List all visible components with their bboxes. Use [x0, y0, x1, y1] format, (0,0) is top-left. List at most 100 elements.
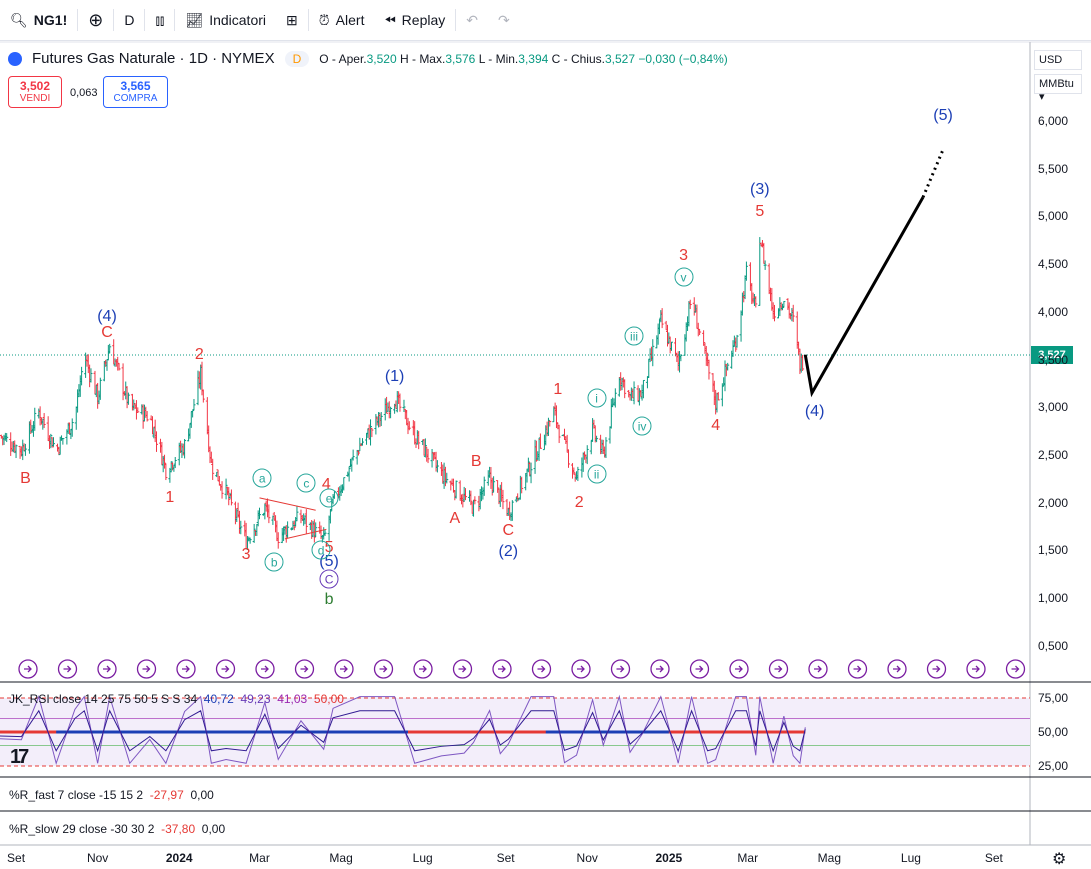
y-tick-label: 2,500 [1038, 447, 1069, 462]
event-arrow-icon [577, 665, 585, 673]
minor-wave-label: iii [624, 326, 644, 346]
rsi-line [0, 694, 806, 765]
rslow-legend: %R_slow 29 close -30 30 2 -37,80 0,00 [9, 822, 226, 836]
event-arrow-icon [735, 665, 743, 673]
delayed-badge[interactable]: D [284, 50, 310, 67]
rsi-band [0, 698, 1030, 766]
x-tick-label: Mag [329, 851, 353, 865]
alert-button[interactable]: ⏰︎ Alert [309, 0, 375, 40]
event-marker-icon [452, 659, 473, 679]
wave-label: A [449, 509, 461, 527]
bar-style-button[interactable]: ⫾⫾ [145, 0, 174, 40]
chart-title[interactable]: Futures Gas Naturale · 1D · NYMEX [32, 50, 275, 67]
replay-button[interactable]: ⏪︎ Replay [374, 0, 455, 40]
bar-style-icon: ⫾⫾ [155, 11, 165, 28]
minor-wave-label: b [264, 552, 284, 572]
event-arrow-icon [774, 665, 783, 673]
event-marker-icon [847, 659, 868, 679]
top-toolbar: 🔍︎ NG1! ⊕ D ⫾⫾ 📈︎ Indicatori ⊞ ⏰︎ Alert … [0, 0, 1091, 41]
currency-selector[interactable]: USD [1034, 50, 1082, 70]
event-arrow-icon [142, 665, 151, 673]
y-tick-label: 4,500 [1038, 257, 1069, 272]
add-symbol-button[interactable]: ⊕ [78, 0, 113, 40]
wave-label: B [20, 469, 31, 487]
settings-gear-icon[interactable]: ⚙︎ [1052, 851, 1067, 868]
event-marker-icon [57, 659, 78, 679]
event-arrow-icon [814, 665, 822, 673]
event-arrow-icon [24, 665, 32, 673]
triangle-upper-line [259, 497, 316, 511]
wave-label: C [502, 522, 515, 540]
event-arrow-icon [103, 665, 111, 673]
event-arrow-icon [498, 665, 506, 673]
rsi-tick-label: 25,00 [1038, 759, 1069, 773]
x-tick-label: Lug [412, 851, 433, 865]
x-tick-label: Mar [737, 851, 759, 865]
x-tick-label: 2025 [655, 851, 683, 865]
wave-label: C [101, 323, 113, 341]
event-marker-icon [97, 659, 117, 679]
wave-label: 4 [711, 417, 721, 435]
sell-label: VENDI [19, 93, 51, 104]
rsi-legend: JK_RSI close 14 25 75 50 5 S S 34 40,72 … [9, 692, 344, 706]
event-marker-icon [966, 659, 986, 679]
minor-wave-label: v [674, 267, 694, 286]
wave-label: 4 [321, 476, 331, 494]
triangle-lower-line [284, 528, 327, 540]
sell-price: 3,502 [19, 79, 51, 93]
event-arrow-icon [458, 665, 467, 673]
event-arrow-icon [695, 665, 704, 673]
add-symbol-icon: ⊕ [88, 9, 104, 30]
wave-label: 1 [165, 488, 175, 506]
minor-wave-label: d [311, 540, 331, 560]
event-arrow-icon [221, 665, 230, 673]
y-tick-label: 0,500 [1038, 638, 1069, 653]
wave-label: 3 [241, 546, 251, 564]
event-marker-icon [610, 659, 631, 679]
event-marker-icon [650, 659, 670, 679]
wave-label: B [470, 452, 482, 470]
wave-label: (1) [384, 367, 405, 385]
event-marker-icon [176, 659, 196, 679]
projection-line [803, 196, 925, 398]
y-tick-label: 4,000 [1038, 304, 1069, 319]
event-marker-icon [768, 659, 789, 679]
wave-label: (3) [750, 180, 770, 198]
wave-label: 2 [574, 493, 584, 511]
event-marker-icon [373, 659, 394, 679]
wave-label: 3 [679, 247, 688, 265]
event-marker-icon [255, 659, 275, 679]
redo-button[interactable]: ↷ [488, 0, 520, 40]
event-arrow-icon [972, 665, 980, 673]
minor-wave-label: iv [632, 416, 652, 436]
symbol-search[interactable]: 🔍︎ NG1! [0, 0, 77, 40]
y-tick-label: 3,000 [1038, 400, 1069, 415]
x-tick-label: Set [496, 851, 515, 865]
indicators-label: Indicatori [209, 12, 267, 28]
event-marker-icon [571, 659, 591, 679]
undo-button[interactable]: ↶ [456, 0, 488, 40]
unit-selector[interactable]: MMBtu ▾ [1034, 74, 1082, 103]
y-tick-label: 1,500 [1038, 543, 1069, 558]
spread-value: 0,063 [70, 87, 98, 99]
x-tick-label: 2024 [165, 851, 193, 865]
buy-button[interactable]: 3,565 COMPRA [103, 76, 168, 108]
event-arrow-icon [893, 665, 901, 673]
x-tick-label: Mar [249, 851, 270, 865]
minor-wave-label: e [319, 488, 339, 508]
wave-label: (4) [804, 402, 825, 420]
indicators-button[interactable]: 📈︎ Indicatori [175, 0, 276, 40]
event-marker-icon [808, 659, 828, 679]
interval-button[interactable]: D [114, 0, 144, 40]
redo-icon: ↷ [498, 11, 510, 28]
x-tick-label: Nov [576, 851, 598, 865]
event-marker-icon [1005, 659, 1026, 679]
buy-price: 3,565 [120, 79, 151, 93]
event-arrow-icon [537, 665, 546, 673]
sell-button[interactable]: 3,502 VENDI [8, 76, 62, 108]
event-marker-icon [531, 659, 552, 679]
event-arrow-icon [300, 665, 309, 673]
layout-button[interactable]: ⊞ [276, 0, 308, 40]
x-tick-label: Nov [86, 851, 109, 865]
